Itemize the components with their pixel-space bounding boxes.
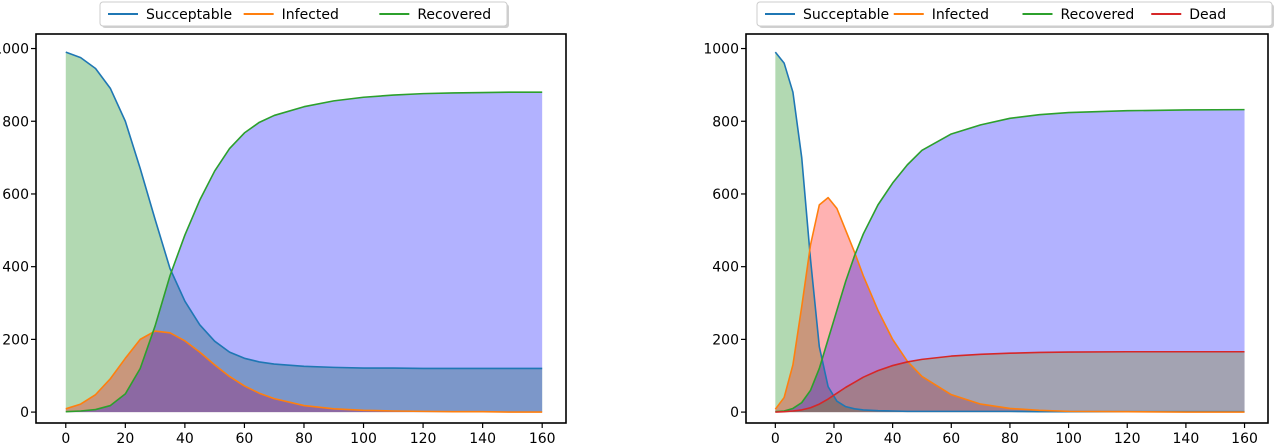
x-tick-label: 80 xyxy=(295,431,313,445)
y-tick-label: 0 xyxy=(20,405,29,421)
x-tick-label: 100 xyxy=(350,431,377,445)
line-dead xyxy=(775,350,1245,413)
legend-label-recovered: Recovered xyxy=(417,7,491,23)
x-tick-label: 160 xyxy=(529,431,556,445)
chart-1: 0 20 40 60 80 100 120 140 160 0 200 400 600 800 1000 Su… xyxy=(0,1,567,445)
line-infected xyxy=(774,196,1245,413)
x-tick-label: 60 xyxy=(942,431,960,445)
x-tick-label: 40 xyxy=(176,431,194,445)
area-infected xyxy=(65,331,543,413)
y-tick-label: 200 xyxy=(712,332,739,348)
x-tick-label: 20 xyxy=(116,431,134,445)
y-tick-label: 600 xyxy=(712,187,739,203)
area-recovered xyxy=(65,92,543,413)
line-recovered xyxy=(775,108,1245,413)
area-succeptable xyxy=(775,52,1245,413)
x-tick-label: 80 xyxy=(1001,431,1019,445)
x-tick-label: 40 xyxy=(884,431,902,445)
legend: Succeptable Infected Recovered xyxy=(99,1,509,28)
axes-frame xyxy=(35,33,567,424)
legend-label-succeptable: Succeptable xyxy=(146,7,232,23)
line-succeptable xyxy=(65,51,543,370)
y-tick-label: 400 xyxy=(2,260,29,276)
legend-label-recovered: Recovered xyxy=(1061,7,1135,23)
x-tick-label: 160 xyxy=(1231,431,1258,445)
y-tick-label: 1000 xyxy=(703,42,739,58)
y-tick-label: 600 xyxy=(2,187,29,203)
y-tick-label: 800 xyxy=(2,114,29,130)
x-tick-label: 120 xyxy=(1114,431,1141,445)
line-succeptable xyxy=(774,51,1245,413)
area-recovered xyxy=(775,109,1245,413)
x-tick-label: 20 xyxy=(825,431,843,445)
y-tick-label: 200 xyxy=(2,332,29,348)
y-tick-label: 800 xyxy=(712,114,739,130)
x-tick-label: 0 xyxy=(771,431,780,445)
legend-label-dead: Dead xyxy=(1189,7,1226,23)
y-tick-label: 400 xyxy=(712,260,739,276)
line-infected xyxy=(65,330,543,413)
axes-frame xyxy=(745,33,1269,424)
y-tick-label: 0 xyxy=(730,405,739,421)
area-succeptable xyxy=(65,52,543,413)
line-recovered xyxy=(65,91,543,413)
legend-box xyxy=(99,1,508,27)
legend: Succeptable Infected Recovered Dead xyxy=(756,1,1274,28)
chart-2: 0 20 40 60 80 100 120 140 160 0 200 400 600 800 1000 Su… xyxy=(703,1,1274,445)
legend-box xyxy=(756,1,1273,27)
area-infected xyxy=(775,197,1245,413)
x-tick-label: 0 xyxy=(61,431,70,445)
area-dead xyxy=(775,351,1245,413)
legend-label-succeptable: Succeptable xyxy=(803,7,889,23)
y-tick-label: 1000 xyxy=(0,42,29,58)
x-tick-label: 60 xyxy=(236,431,254,445)
legend-label-infected: Infected xyxy=(932,7,989,23)
x-tick-label: 140 xyxy=(469,431,496,445)
x-tick-label: 140 xyxy=(1173,431,1200,445)
x-tick-label: 120 xyxy=(410,431,437,445)
x-tick-label: 100 xyxy=(1055,431,1082,445)
legend-label-infected: Infected xyxy=(282,7,339,23)
